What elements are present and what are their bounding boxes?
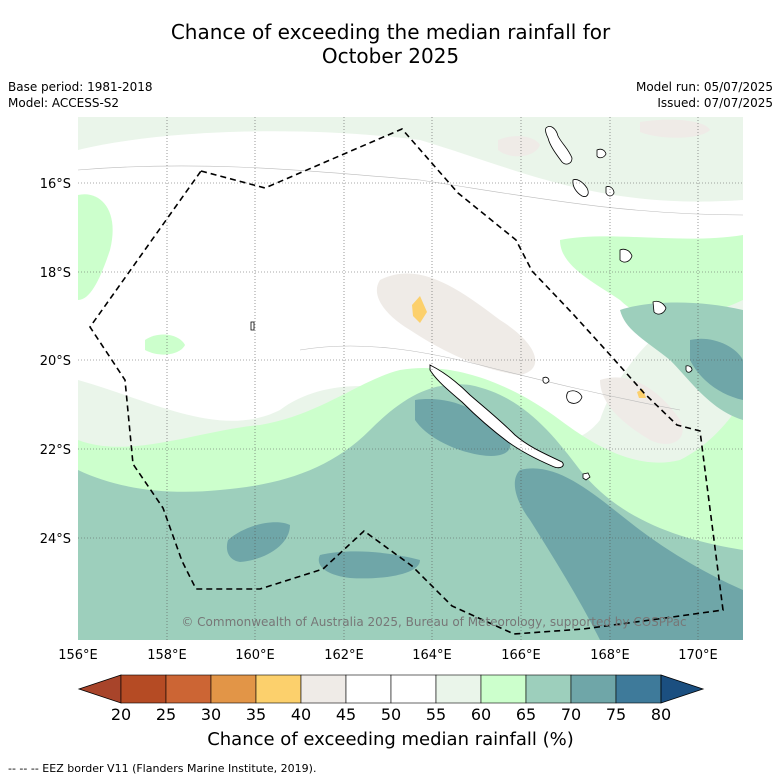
eez-footnote: -- -- -- EEZ border V11 (Flanders Marine… (8, 762, 317, 775)
colorbar-tick-label: 45 (336, 705, 356, 724)
colorbar-tick-label: 35 (246, 705, 266, 724)
lon-label: 160°E (235, 648, 275, 663)
colorbar-segment (210, 674, 257, 704)
band-70-75-b (514, 468, 743, 640)
new-caledonia-outline (429, 364, 564, 469)
lat-axis-labels: 16°S 18°S 20°S 22°S 24°S (40, 177, 71, 547)
colorbar-ticks: 20 25 30 35 40 45 50 55 60 65 70 75 80 (111, 705, 671, 724)
colorbar-segment (570, 674, 617, 704)
lon-label: 156°E (58, 648, 98, 663)
lat-label: 16°S (40, 177, 71, 192)
colorbar-tick-label: 40 (291, 705, 311, 724)
lon-label: 162°E (324, 648, 364, 663)
colorbar-tick-label: 70 (561, 705, 581, 724)
band-45-50-c (498, 136, 540, 157)
band-65-70-east (620, 302, 743, 420)
colorbar-segment (480, 674, 527, 704)
vanuatu-north-outline (545, 126, 573, 165)
band-60-65-east (560, 235, 743, 319)
colorbar-tick-label: 20 (111, 705, 131, 724)
copyright-text: © Commonwealth of Australia 2025, Bureau… (181, 615, 686, 629)
colorbar-tick-label: 50 (381, 705, 401, 724)
lon-label: 168°E (590, 648, 630, 663)
lon-label: 166°E (501, 648, 541, 663)
model-name: Model: ACCESS-S2 (8, 96, 120, 110)
band-60-65-west (78, 194, 113, 300)
band-70-75-c (226, 522, 290, 562)
lat-label: 24°S (40, 532, 71, 547)
colorbar (77, 674, 705, 704)
colorbar-tick-label: 65 (516, 705, 536, 724)
graticule (78, 117, 743, 640)
eez-border (89, 128, 724, 635)
lat-label: 22°S (40, 443, 71, 458)
colorbar-segment (435, 674, 482, 704)
band-35-40-a (412, 296, 427, 323)
colorbar-segment (255, 674, 302, 704)
band-45-50-b (600, 377, 683, 444)
lon-label: 158°E (147, 648, 187, 663)
colorbar-tick-label: 25 (156, 705, 176, 724)
colorbar-segment (615, 674, 662, 704)
lat-label: 18°S (40, 266, 71, 281)
colorbar-segment (120, 674, 167, 704)
colorbar-tick-label: 30 (201, 705, 221, 724)
colorbar-segment (300, 674, 347, 704)
chart-title-line2: October 2025 (321, 44, 460, 68)
colorbar-segment (390, 674, 437, 704)
colorbar-segment (165, 674, 212, 704)
colorbar-segment (525, 674, 572, 704)
lat-label: 20°S (40, 354, 71, 369)
colorbar-tick-label: 55 (426, 705, 446, 724)
model-run: Model run: 05/07/2025 (635, 80, 773, 94)
base-period: Base period: 1981-2018 (8, 80, 153, 94)
colorbar-tick-label: 75 (606, 705, 626, 724)
band-35-40-b (637, 389, 646, 398)
lon-label: 170°E (678, 648, 718, 663)
lon-axis-labels: 156°E 158°E 160°E 162°E 164°E 166°E 168°… (58, 648, 718, 663)
chart-title-line1: Chance of exceeding the median rainfall … (170, 20, 611, 44)
band-60-65-small (145, 334, 185, 355)
rainfall-probability-field (78, 117, 743, 640)
issued-date: Issued: 07/07/2025 (657, 96, 773, 110)
colorbar-extend-high (660, 674, 705, 704)
colorbar-tick-label: 80 (651, 705, 671, 724)
band-70-75-a (415, 399, 511, 456)
band-70-75-e (690, 338, 743, 400)
coastlines (250, 126, 693, 481)
colorbar-segment (345, 674, 392, 704)
colorbar-extend-low (77, 674, 122, 704)
band-45-50-a (376, 273, 536, 375)
band-45-50-d (640, 119, 710, 138)
colorbar-tick-label: 60 (471, 705, 491, 724)
colorbar-title: Chance of exceeding median rainfall (%) (207, 729, 574, 750)
lon-label: 164°E (412, 648, 452, 663)
